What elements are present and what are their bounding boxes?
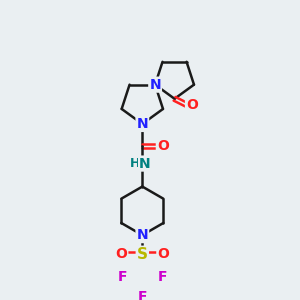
Text: O: O: [116, 247, 127, 261]
Text: N: N: [139, 157, 151, 171]
Text: N: N: [136, 228, 148, 242]
Text: F: F: [118, 270, 128, 284]
Text: N: N: [149, 78, 161, 92]
Text: F: F: [138, 290, 147, 300]
Text: O: O: [157, 139, 169, 153]
Text: O: O: [186, 98, 198, 112]
Text: S: S: [137, 247, 148, 262]
Text: N: N: [136, 117, 148, 131]
Text: O: O: [158, 247, 169, 261]
Text: H: H: [130, 157, 140, 170]
Text: F: F: [157, 270, 167, 284]
